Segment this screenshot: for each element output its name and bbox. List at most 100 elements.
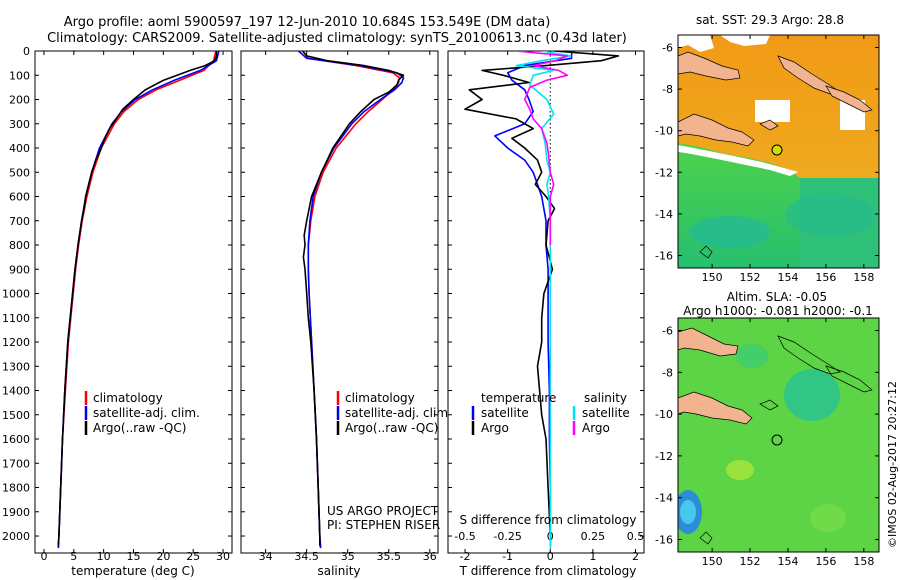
legend-title-temperature: temperature [481,391,556,405]
sst-map-panel: sat. SST: 29.3 Argo: 28.8 150 152 154 156 15… [655,13,880,284]
x-tick-label: 2 [632,550,639,563]
sst-cool-patch [690,216,770,248]
legend-label-t-argo: Argo [481,421,509,435]
map-x-tick-label: 156 [815,271,836,284]
salinity-axes-frame [240,50,439,554]
x-tick-label: 0 [40,550,47,563]
salinity-x-axis: 34 34.5 35 35.5 36 [241,50,438,563]
map-y-tick-label: -6 [662,41,673,54]
map-x-tick-label: 152 [740,555,761,568]
x-tick-label: 15 [127,550,141,563]
s-tick-label: -0.5 [454,530,475,543]
difference-legend: temperature salinity satellite Argo sate… [471,391,630,435]
x-tick-label: 1 [589,550,596,563]
sla-high-patch [726,460,754,480]
legend-label-satellite: satellite-adj. clim. [93,406,200,420]
temperature-legend: climatology satellite-adj. clim. Argo(..… [84,391,200,435]
depth-tick-label: 1600 [2,433,30,446]
depth-tick-label: 1200 [2,336,30,349]
sst-land-new-guinea [678,51,741,81]
x-tick-label: 20 [156,550,170,563]
salinity-legend: climatology satellite-adj. clim. Argo(..… [336,391,452,435]
depth-tick-label: 1300 [2,360,30,373]
sst-float-position-marker [771,144,783,156]
x-tick-label: 34 [259,550,273,563]
sst-cloud-mask [678,35,714,52]
depth-axis: 0 100 200 300 400 500 600 700 800 900 1000 1100 1200… [2,45,30,543]
map-y-tick-label: -8 [662,83,673,96]
sla-land-peninsula [678,391,753,425]
pi-label: PI: STEPHEN RISER [327,518,440,532]
sla-land-new-guinea [678,327,739,357]
depth-tick-label: 1800 [2,482,30,495]
sla-coastline-island [777,335,841,375]
depth-tick-label: 900 [9,263,30,276]
x-tick-label: -1 [502,550,513,563]
x-tick-label: 35 [341,550,355,563]
x-tick-label: 35.5 [377,550,402,563]
sla-map-subtitle: Argo h1000: -0.081 h2000: -0.1 [683,304,873,318]
depth-tick-label: 2000 [2,530,30,543]
map-y-tick-label: -6 [662,325,673,338]
depth-tick-label: 600 [9,191,30,204]
sla-low-patch-core [680,500,696,524]
difference-axes-frame [447,50,645,554]
sla-high-patch [810,504,846,532]
map-y-tick-label: -10 [655,125,673,138]
sst-cloud-mask [720,35,770,46]
series-line-salinity-satellite [515,51,572,549]
series-line-temperature-argo [464,51,620,546]
sla-low-patch [784,369,840,421]
header-line-1: Argo profile: aoml 5900597_197 12-Jun-20… [64,15,551,30]
difference-lines [464,51,620,549]
t-difference-label: T difference from climatology [459,564,637,578]
sst-cloud-mask [678,145,798,176]
depth-tick-label: 0 [23,45,30,58]
s-difference-label: S difference from climatology [460,513,637,527]
s-tick-label: 0.5 [627,530,645,543]
series-line-argo [57,51,218,546]
depth-tick-label: 1700 [2,457,30,470]
x-tick-label: 36 [423,550,437,563]
salinity-x-label: salinity [317,564,360,578]
credit-timestamp: ©IMOS 02-Aug-2017 20:27:12 [886,381,899,548]
series-line-salinity-argo [516,51,569,245]
sla-float-position-marker [771,434,783,446]
x-tick-label: 30 [216,550,230,563]
s-tick-label: -0.25 [493,530,521,543]
x-tick-label: 10 [97,550,111,563]
legend-label-satellite: satellite-adj. clim. [345,406,452,420]
sst-cloud-mask [755,100,790,122]
map-x-tick-label: 150 [702,271,723,284]
x-tick-label: 34.5 [294,550,319,563]
temperature-lines [57,51,220,549]
depth-tick-label: 700 [9,215,30,228]
depth-tick-label: 1500 [2,409,30,422]
sla-map-frame [677,317,880,553]
series-line-temperature-satellite [494,51,573,549]
sst-land-peninsula [678,113,755,147]
legend-label-s-argo: Argo [582,421,610,435]
legend-label-argo: Argo(..raw -QC) [93,421,186,435]
temperature-x-axis: 0 5 10 15 20 25 30 [35,50,232,563]
sla-map-panel: Altim. SLA: -0.05 Argo h1000: -0.081 h20… [655,290,880,568]
sst-land-island [825,85,873,113]
map-x-tick-label: 154 [777,555,798,568]
sla-map-axes: 150 152 154 156 158 -6 -8 -10 -12 -14 -16 [655,318,879,568]
sst-map-frame [677,34,880,269]
map-y-tick-label: -14 [655,208,673,221]
salinity-panel: 34 34.5 35 35.5 36 salinity climatology sate… [240,50,452,578]
sla-coastline [699,531,713,545]
map-y-tick-label: -16 [655,250,673,263]
sst-coastline [699,245,713,259]
sst-cool-patch [785,193,875,237]
series-line-argo [301,51,405,546]
map-y-tick-label: -10 [655,408,673,421]
x-tick-label: 25 [186,550,200,563]
difference-panel: -2 -1 0 1 2-0.5 -0.25 0 0.25 0.5 S difference fr… [447,50,645,578]
legend-title-salinity: salinity [584,391,627,405]
x-tick-label: 0 [547,550,554,563]
salinity-lines [297,51,405,549]
sla-coastline-islet [759,399,779,411]
depth-tick-label: 1100 [2,312,30,325]
